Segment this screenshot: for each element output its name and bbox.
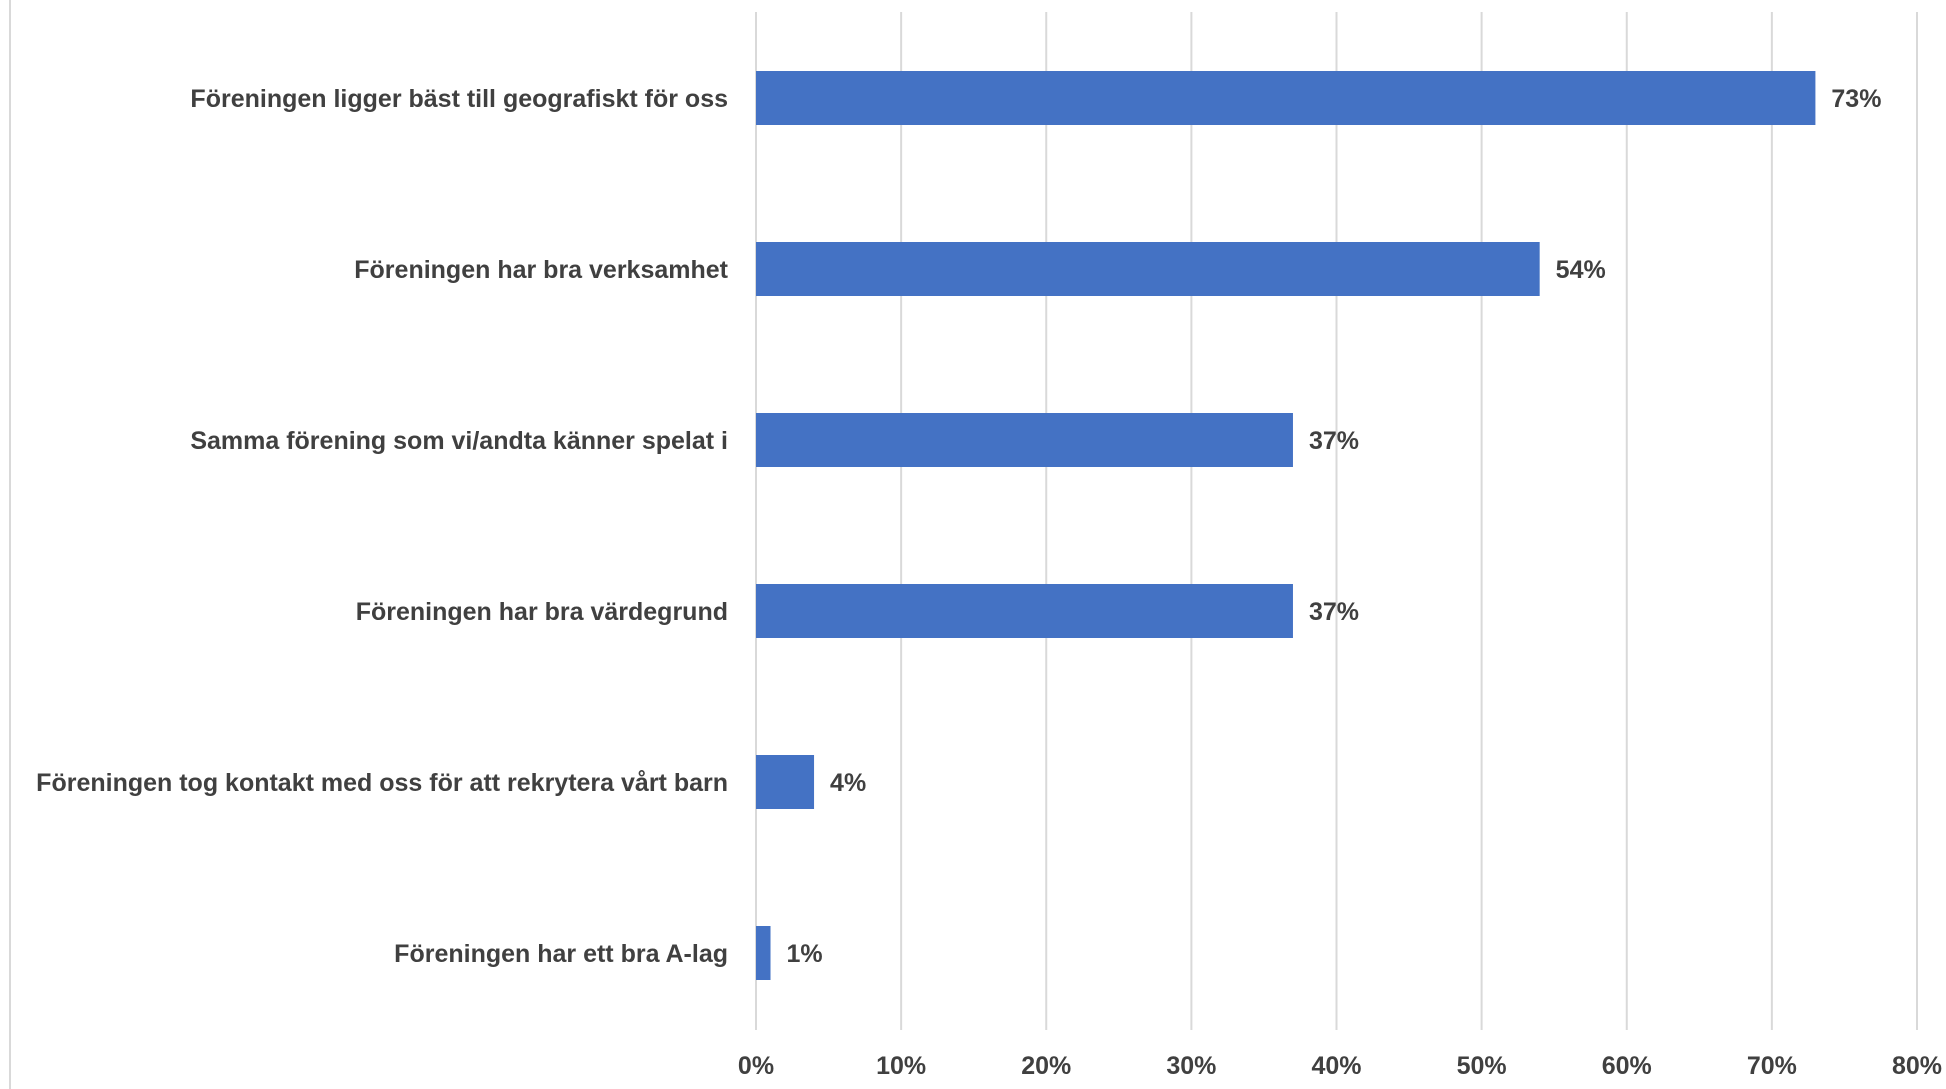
data-labels: 73% 54% 37% 37% 4% 1%	[787, 85, 1882, 968]
x-tick-label: 0%	[738, 1052, 774, 1080]
category-label: Föreningen ligger bäst till geografiskt …	[190, 85, 728, 113]
bar	[756, 242, 1540, 296]
category-labels: Föreningen ligger bäst till geografiskt …	[36, 85, 728, 968]
data-label: 54%	[1556, 256, 1606, 284]
data-label: 37%	[1309, 598, 1359, 626]
bar	[756, 584, 1293, 638]
x-tick-label: 40%	[1311, 1052, 1361, 1080]
data-label: 4%	[830, 769, 866, 797]
bar	[756, 926, 771, 980]
data-label: 73%	[1831, 85, 1881, 113]
x-tick-label: 10%	[876, 1052, 926, 1080]
x-tick-label: 50%	[1457, 1052, 1507, 1080]
bar	[756, 413, 1293, 467]
x-axis-tick-labels: 0% 10% 20% 30% 40% 50% 60% 70% 80%	[738, 1052, 1942, 1080]
category-label: Föreningen har ett bra A-lag	[394, 940, 728, 968]
data-label: 1%	[787, 940, 823, 968]
bars	[756, 71, 1816, 980]
gridlines	[755, 12, 1918, 1030]
category-label: Samma förening som vi/andta känner spela…	[190, 427, 728, 455]
x-tick-label: 80%	[1892, 1052, 1942, 1080]
x-tick-label: 20%	[1021, 1052, 1071, 1080]
x-tick-label: 30%	[1166, 1052, 1216, 1080]
data-label: 37%	[1309, 427, 1359, 455]
bar	[756, 755, 815, 809]
category-label: Föreningen har bra verksamhet	[354, 256, 728, 284]
category-label: Föreningen tog kontakt med oss för att r…	[36, 769, 728, 797]
x-tick-label: 70%	[1747, 1052, 1797, 1080]
bar	[756, 71, 1816, 125]
x-tick-label: 60%	[1602, 1052, 1652, 1080]
category-label: Föreningen har bra värdegrund	[356, 598, 728, 626]
